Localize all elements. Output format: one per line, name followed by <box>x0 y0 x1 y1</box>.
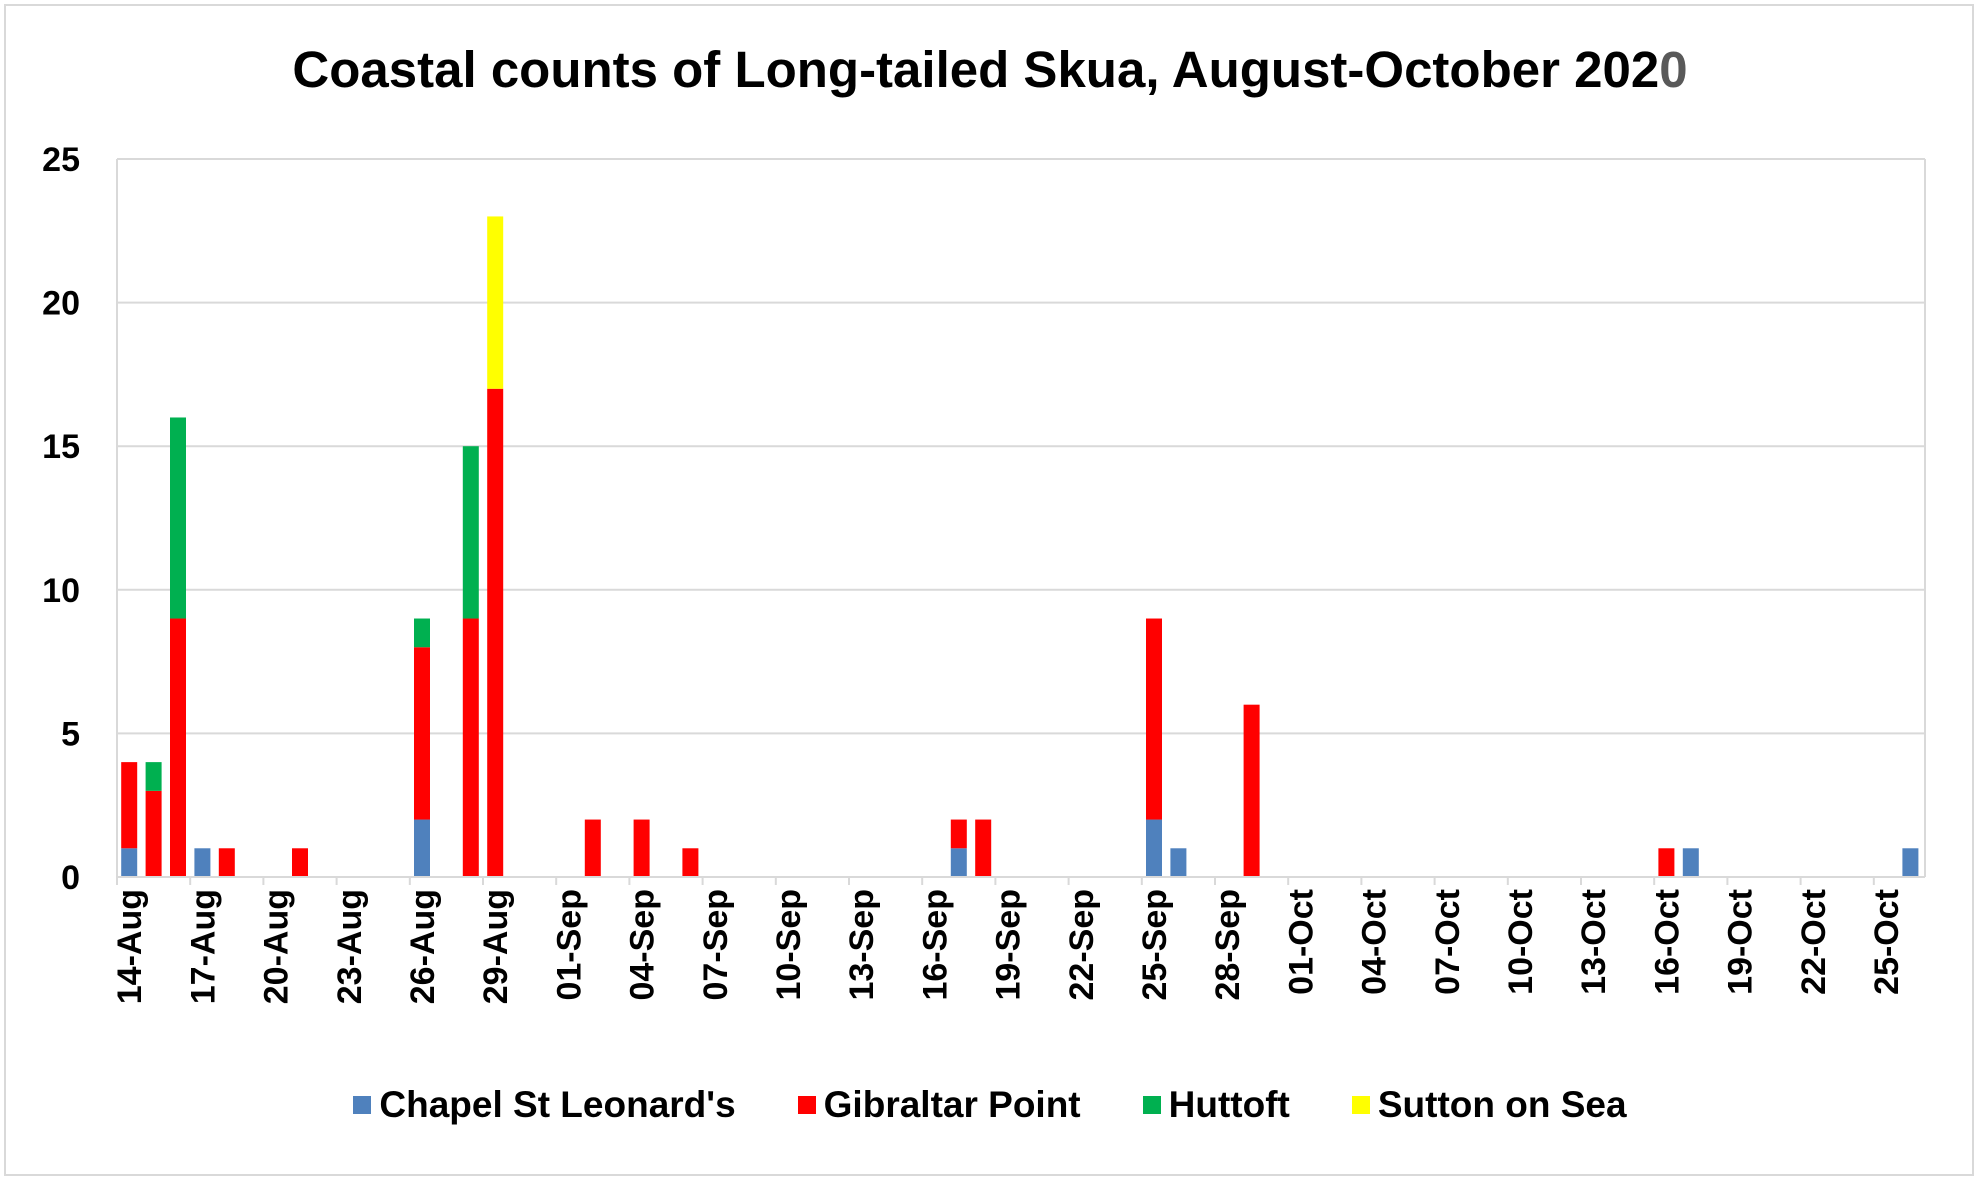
x-tick-label: 29-Aug <box>477 889 515 1004</box>
legend-swatch <box>1351 1096 1370 1114</box>
x-tick-label: 10-Oct <box>1502 889 1540 995</box>
y-tick-label: 0 <box>61 859 80 897</box>
y-tick-label: 20 <box>42 285 80 323</box>
x-tick-labels: 14-Aug 17-Aug 20-Aug 23-Aug 26-Aug 29-Aug 01-S… <box>111 889 1906 1004</box>
legend: Chapel St Leonard's Gibraltar Point Huttof… <box>0 1084 1980 1126</box>
bar <box>975 819 992 877</box>
legend-item: Huttoft <box>1142 1084 1290 1126</box>
bar <box>462 618 479 877</box>
legend-swatch <box>797 1096 816 1114</box>
x-tick-label: 10-Sep <box>770 889 808 1001</box>
bar <box>584 819 601 877</box>
bar <box>487 388 504 877</box>
bar <box>414 819 430 877</box>
bar <box>218 848 235 877</box>
x-tick-label: 07-Oct <box>1429 889 1467 995</box>
x-tick-label: 13-Sep <box>843 889 881 1001</box>
x-tick-label: 13-Oct <box>1575 889 1613 995</box>
x-tick-label: 22-Oct <box>1795 889 1833 995</box>
x-tick-label: 01-Sep <box>550 889 588 1001</box>
bar <box>414 618 430 648</box>
x-tick-label: 04-Sep <box>624 889 662 1001</box>
legend-label: Gibraltar Point <box>823 1084 1081 1125</box>
bar <box>194 848 211 877</box>
y-tick-label: 25 <box>42 141 80 179</box>
x-tick-label: 23-Aug <box>331 889 369 1004</box>
legend-item: Chapel St Leonard's <box>353 1084 736 1126</box>
x-tick-label: 14-Aug <box>111 889 149 1004</box>
x-tick-label: 01-Oct <box>1282 889 1320 995</box>
x-tick-label: 25-Oct <box>1868 889 1906 995</box>
legend-swatch <box>1142 1096 1161 1114</box>
bar <box>1243 704 1260 877</box>
bar <box>1902 848 1919 877</box>
bar <box>633 819 650 877</box>
legend-swatch <box>353 1096 372 1114</box>
y-tick-labels: 0 5 10 15 20 25 <box>42 141 80 897</box>
bar <box>170 417 186 619</box>
gridlines <box>117 158 1926 877</box>
bar <box>487 216 504 389</box>
bar <box>1146 618 1162 820</box>
bar <box>121 762 138 849</box>
y-tick-label: 10 <box>42 572 80 610</box>
bar <box>145 762 162 791</box>
y-tick-label: 5 <box>61 715 80 753</box>
bar <box>170 618 186 877</box>
bar <box>950 819 967 849</box>
x-tick-label: 19-Oct <box>1722 889 1760 995</box>
legend-item: Gibraltar Point <box>797 1084 1081 1126</box>
x-tick-label: 16-Oct <box>1648 889 1686 995</box>
bar <box>121 848 138 877</box>
x-tick-label: 04-Oct <box>1356 889 1394 995</box>
bar <box>145 790 162 877</box>
bar <box>1682 848 1699 877</box>
legend-label: Chapel St Leonard's <box>379 1084 736 1125</box>
bar <box>414 647 430 820</box>
x-tick-label: 17-Aug <box>184 889 222 1004</box>
y-tick-label: 15 <box>42 428 80 466</box>
bar <box>1146 819 1162 877</box>
x-tick-label: 26-Aug <box>404 889 442 1004</box>
x-tick-label: 25-Sep <box>1136 889 1174 1001</box>
x-tick-label: 22-Sep <box>1063 889 1101 1001</box>
legend-label: Sutton on Sea <box>1377 1084 1627 1125</box>
chart-title: Coastal counts of Long-tailed Skua, Augu… <box>292 41 1688 98</box>
axes <box>116 159 1925 885</box>
x-tick-label: 07-Sep <box>697 889 735 1001</box>
legend-item: Sutton on Sea <box>1351 1084 1627 1126</box>
bar <box>682 848 699 877</box>
bar <box>292 848 308 877</box>
x-tick-label: 16-Sep <box>916 889 954 1001</box>
bar <box>1658 848 1675 877</box>
x-tick-label: 28-Sep <box>1209 889 1247 1001</box>
bar <box>950 848 967 877</box>
bar <box>462 446 479 619</box>
bar <box>1170 848 1187 877</box>
bars <box>121 216 1919 877</box>
legend-label: Huttoft <box>1168 1084 1290 1125</box>
x-tick-label: 19-Sep <box>990 889 1028 1001</box>
x-tick-label: 20-Aug <box>258 889 296 1004</box>
